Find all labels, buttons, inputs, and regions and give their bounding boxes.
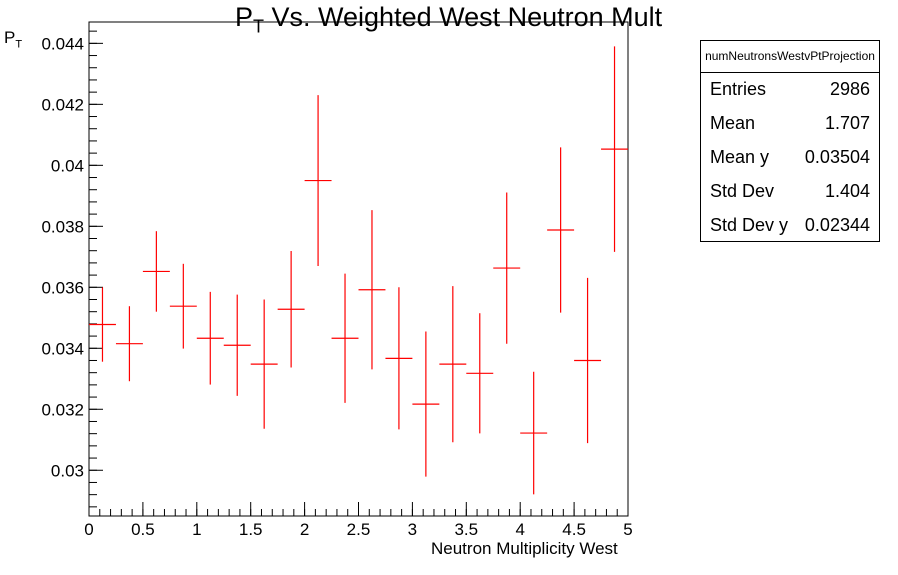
data-point bbox=[466, 313, 494, 434]
data-point bbox=[439, 286, 467, 443]
data-point bbox=[358, 210, 386, 370]
y-tick-label: 0.032 bbox=[41, 400, 84, 419]
data-point bbox=[385, 287, 413, 430]
y-tick-label: 0.042 bbox=[41, 95, 84, 114]
data-point bbox=[89, 287, 116, 362]
stats-label: Mean bbox=[710, 113, 756, 133]
y-tick-label: 0.038 bbox=[41, 217, 84, 236]
x-tick-label: 2 bbox=[300, 520, 309, 539]
x-tick-label: 3.5 bbox=[454, 520, 478, 539]
data-point bbox=[493, 192, 521, 344]
stats-value: 0.03504 bbox=[804, 147, 870, 167]
y-tick-label: 0.036 bbox=[41, 278, 84, 297]
x-tick-label: 0 bbox=[84, 520, 93, 539]
x-tick-label: 1 bbox=[192, 520, 201, 539]
x-tick-label: 0.5 bbox=[131, 520, 155, 539]
y-tick-label: 0.03 bbox=[51, 461, 84, 480]
stats-row-entries: Entries 2986 bbox=[701, 73, 879, 107]
stats-value: 0.02344 bbox=[804, 215, 870, 235]
data-series bbox=[89, 46, 628, 495]
data-point bbox=[277, 251, 305, 368]
data-point bbox=[115, 306, 143, 382]
x-tick-label: 5 bbox=[623, 520, 632, 539]
y-tick-label: 0.044 bbox=[41, 34, 84, 53]
data-point bbox=[412, 331, 440, 477]
stats-box-title: numNeutronsWestvPtProjection bbox=[701, 41, 879, 73]
data-point bbox=[142, 231, 170, 312]
data-point bbox=[169, 263, 197, 349]
stats-box: numNeutronsWestvPtProjection Entries 298… bbox=[700, 40, 880, 242]
y-tick-label: 0.04 bbox=[51, 156, 84, 175]
data-point bbox=[520, 371, 548, 495]
stats-label: Std Dev y bbox=[710, 215, 789, 235]
x-tick-label: 2.5 bbox=[347, 520, 371, 539]
data-point bbox=[250, 299, 278, 429]
stats-label: Mean y bbox=[710, 147, 770, 167]
stats-value: 1.707 bbox=[824, 113, 870, 133]
stats-value: 1.404 bbox=[824, 181, 870, 201]
data-point bbox=[223, 294, 251, 396]
data-point bbox=[547, 147, 575, 313]
data-point bbox=[304, 95, 332, 266]
data-point bbox=[331, 273, 359, 403]
stats-row-std-dev-y: Std Dev y 0.02344 bbox=[701, 209, 879, 243]
x-tick-label: 1.5 bbox=[239, 520, 263, 539]
data-point bbox=[196, 291, 224, 385]
stats-label: Entries bbox=[710, 79, 767, 99]
stats-label: Std Dev bbox=[710, 181, 775, 201]
chart-title: PT Vs. Weighted West Neutron Mult bbox=[235, 2, 663, 37]
x-tick-label: 4 bbox=[515, 520, 524, 539]
stats-row-mean: Mean 1.707 bbox=[701, 107, 879, 141]
y-tick-label: 0.034 bbox=[41, 339, 84, 358]
plot-frame bbox=[88, 21, 629, 517]
y-axis-label: PT bbox=[4, 28, 23, 51]
stats-value: 2986 bbox=[829, 79, 870, 99]
stats-row-mean-y: Mean y 0.03504 bbox=[701, 141, 879, 175]
stats-row-std-dev: Std Dev 1.404 bbox=[701, 175, 879, 209]
data-point bbox=[574, 277, 602, 444]
x-axis-label: Neutron Multiplicity West bbox=[431, 539, 618, 558]
y-axis: 0.03 0.032 0.034 0.036 0.038 0.04 0.042 0.044 bbox=[41, 30, 103, 508]
x-tick-label: 3 bbox=[408, 520, 417, 539]
x-tick-label: 4.5 bbox=[562, 520, 586, 539]
data-point bbox=[601, 46, 628, 252]
x-axis: 0 0.5 1 1.5 2 2.5 3 3.5 4 4.5 5 bbox=[84, 502, 633, 539]
